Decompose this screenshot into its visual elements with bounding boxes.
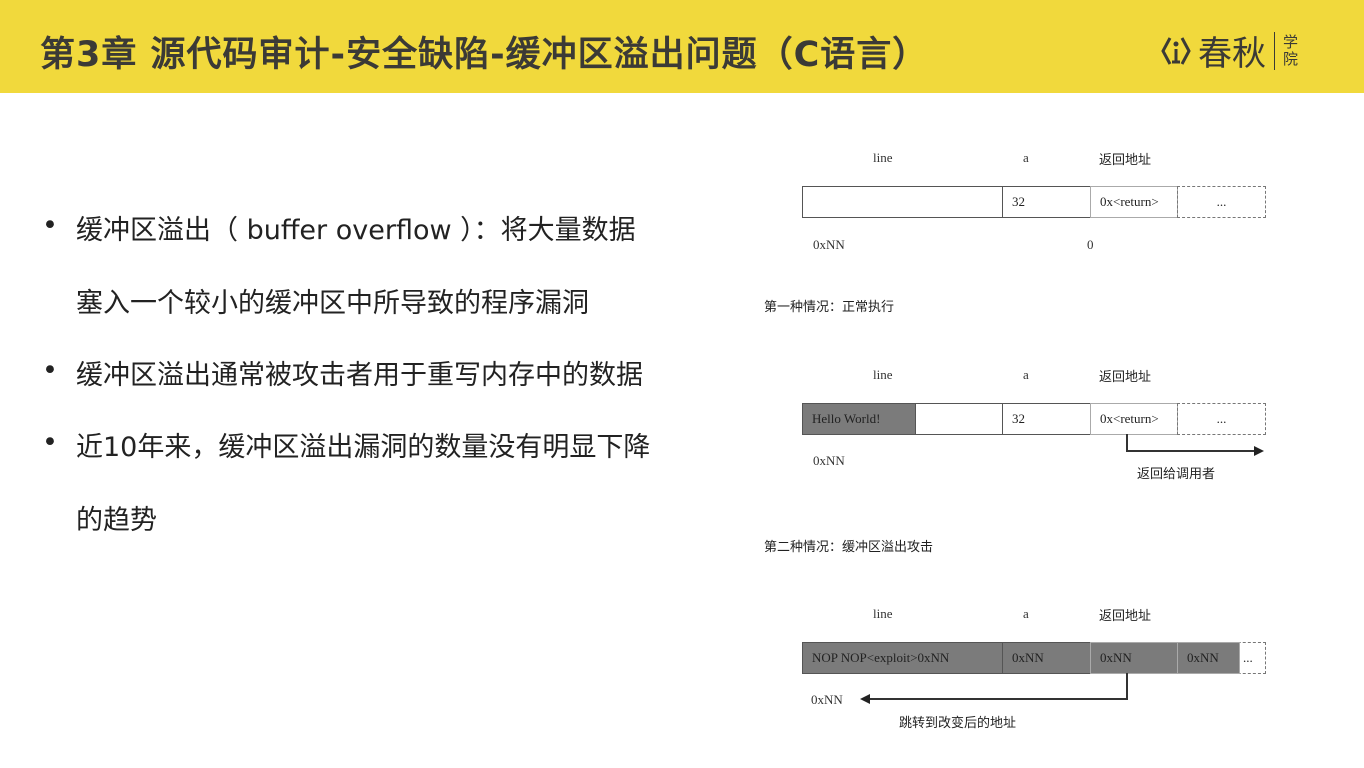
col-label-return: 返回地址 bbox=[1099, 609, 1152, 624]
col-label-line: line bbox=[873, 367, 893, 382]
bullet-dot: • bbox=[42, 210, 58, 241]
col-label-return: 返回地址 bbox=[1099, 370, 1152, 385]
stack-cell-line-free bbox=[915, 403, 1003, 435]
logo-hexagon-icon bbox=[1161, 36, 1191, 65]
slide-title: 第3章 源代码审计-安全缺陷-缓冲区溢出问题（C语言） bbox=[40, 35, 929, 75]
arrow-left-icon bbox=[860, 694, 870, 704]
logo-subtext: 学院 bbox=[1283, 32, 1299, 68]
stack-cell-overflow: 0xNN bbox=[1177, 642, 1240, 674]
logo-divider bbox=[1274, 31, 1275, 70]
address-label: 0xNN bbox=[813, 237, 845, 252]
address-label: 0xNN bbox=[813, 453, 845, 468]
stack-cell-a: 32 bbox=[1002, 403, 1091, 435]
bullet-text: 的趋势 bbox=[76, 505, 157, 536]
stack-cell-a: 0xNN bbox=[1002, 642, 1091, 674]
return-arrow-line bbox=[1126, 434, 1128, 451]
address-label: 0xNN bbox=[811, 692, 843, 707]
logo: 春秋 学院 bbox=[1160, 26, 1299, 75]
stack-cell-more: ... bbox=[1177, 186, 1266, 218]
return-arrow-line bbox=[1126, 450, 1256, 452]
bullet-dot: • bbox=[42, 427, 58, 458]
caption-attack: 第二种情况：缓冲区溢出攻击 bbox=[764, 540, 934, 555]
bullet-text: 近10年来，缓冲区溢出漏洞的数量没有明显下降 bbox=[76, 432, 651, 463]
bullet-dot: • bbox=[42, 355, 58, 386]
stack-cell-return: 0x<return> bbox=[1090, 186, 1178, 218]
bullet-text: 塞入一个较小的缓冲区中所导致的程序漏洞 bbox=[76, 288, 589, 319]
jump-arrow-line bbox=[1126, 673, 1128, 699]
slide-header: 第3章 源代码审计-安全缺陷-缓冲区溢出问题（C语言） 春秋 学院 bbox=[0, 0, 1364, 93]
col-label-line: line bbox=[873, 606, 893, 621]
col-label-a: a bbox=[1023, 606, 1029, 621]
stack-cell-hello: Hello World! bbox=[802, 403, 916, 435]
logo-text: 春秋 bbox=[1198, 34, 1266, 74]
bullet-text: 缓冲区溢出（ buffer overflow ）：将大量数据 bbox=[76, 215, 636, 246]
col-label-a: a bbox=[1023, 150, 1029, 165]
arrow-label: 返回给调用者 bbox=[1137, 467, 1216, 482]
col-label-return: 返回地址 bbox=[1099, 153, 1152, 168]
stack-cell-line bbox=[802, 186, 1003, 218]
stack-cell-more: ... bbox=[1177, 403, 1266, 435]
arrow-label: 跳转到改变后的地址 bbox=[899, 716, 1017, 731]
col-label-line: line bbox=[873, 150, 893, 165]
arrow-right-icon bbox=[1254, 446, 1264, 456]
caption-normal: 第一种情况：正常执行 bbox=[764, 300, 895, 315]
stack-cell-exploit: NOP NOP<exploit>0xNN bbox=[802, 642, 1003, 674]
col-label-a: a bbox=[1023, 367, 1029, 382]
bullet-text: 缓冲区溢出通常被攻击者用于重写内存中的数据 bbox=[76, 360, 643, 391]
stack-cell-return: 0xNN bbox=[1090, 642, 1178, 674]
stack-cell-return: 0x<return> bbox=[1090, 403, 1178, 435]
address-label: 0 bbox=[1087, 237, 1094, 252]
jump-arrow-line bbox=[868, 698, 1128, 700]
stack-cell-a: 32 bbox=[1002, 186, 1091, 218]
